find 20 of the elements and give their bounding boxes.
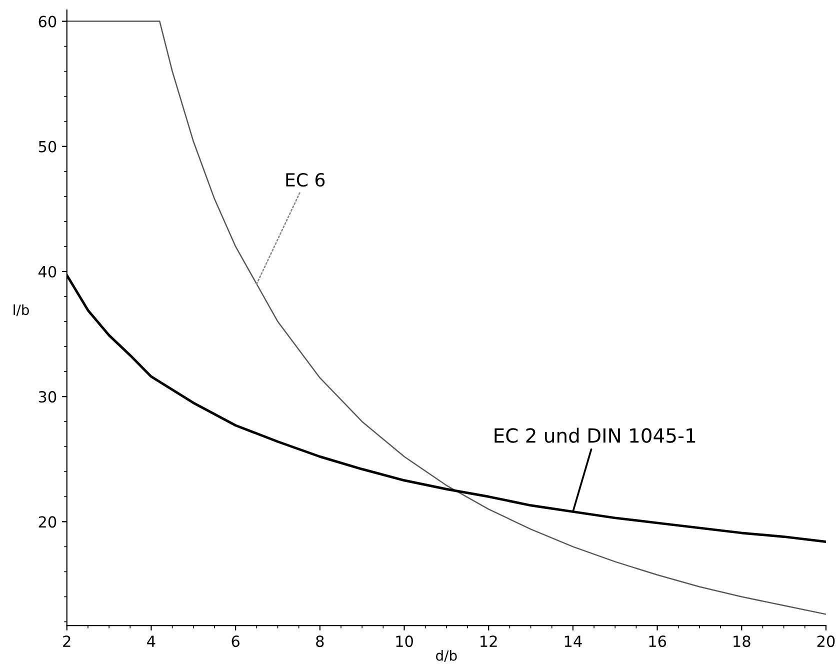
x-tick-label: 6	[232, 636, 240, 648]
x-tick-label: 18	[734, 636, 750, 648]
y-tick-label: 50	[38, 140, 56, 152]
annotation: EC 2 und DIN 1045-1	[494, 428, 696, 443]
x-tick-label: 12	[480, 636, 497, 647]
x-tick-label: 8	[316, 636, 324, 648]
y-tick-label: 30	[38, 391, 56, 403]
y-axis-title: l/b	[14, 304, 29, 316]
x-tick-label: 16	[649, 636, 666, 648]
x-tick-label: 14	[564, 636, 582, 647]
x-tick-label: 4	[147, 636, 156, 647]
y-tick-label: 20	[38, 516, 56, 528]
annotation: EC 6	[286, 173, 325, 187]
x-tick-label: 10	[396, 636, 413, 648]
x-tick-label: 20	[817, 636, 835, 648]
y-tick-label: 60	[38, 16, 56, 28]
x-tick-label: 2	[63, 636, 70, 647]
y-tick-label: 40	[38, 266, 56, 278]
x-axis-title: d/b	[436, 650, 457, 662]
line-series	[66, 20, 826, 615]
